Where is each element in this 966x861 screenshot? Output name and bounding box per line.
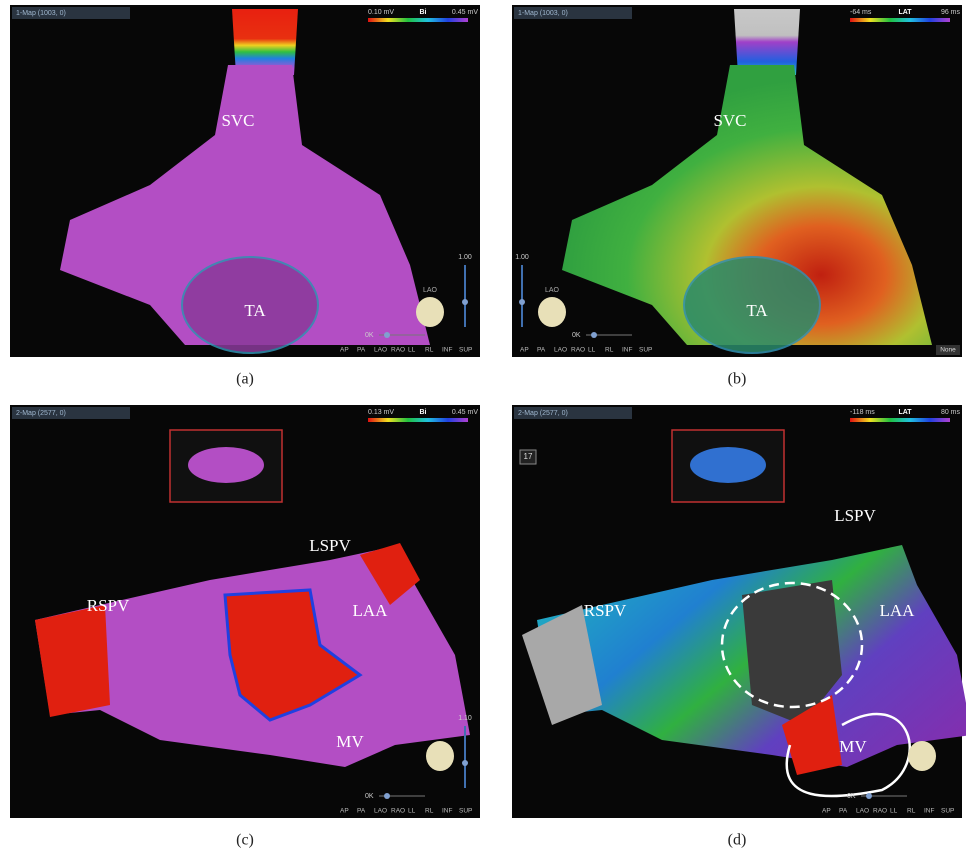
zoom-knob	[519, 299, 525, 305]
view-button[interactable]: LL	[890, 808, 898, 815]
view-button[interactable]: AP	[822, 808, 831, 815]
anatomy-label: LSPV	[309, 536, 351, 555]
map-name: 1-Map (1003, 0)	[16, 10, 66, 17]
scale-min: 0.10 mV	[368, 9, 394, 16]
anatomy-label: LAA	[880, 601, 916, 620]
view-button[interactable]: LAO	[374, 347, 387, 354]
view-button[interactable]: PA	[357, 808, 366, 815]
ok-label: 0K	[847, 793, 856, 800]
scale-max: 80 ms	[941, 409, 961, 416]
view-button[interactable]: LAO	[554, 347, 567, 354]
anatomy-label: LSPV	[834, 506, 876, 525]
view-button[interactable]: INF	[442, 808, 453, 815]
panel-label: (c)	[236, 832, 254, 849]
anatomy-label: RSPV	[87, 596, 130, 615]
opacity-knob	[866, 793, 872, 799]
map-name: 1-Map (1003, 0)	[518, 10, 568, 17]
view-button[interactable]: SUP	[459, 808, 472, 815]
heart-icon	[908, 741, 936, 771]
anatomy-label: SVC	[713, 111, 746, 130]
opacity-knob	[591, 332, 597, 338]
heart-icon	[416, 297, 444, 327]
view-button[interactable]: RL	[425, 347, 434, 354]
view-button[interactable]: INF	[442, 347, 453, 354]
figure: SVC TA 1-Map (1003, 0) 0.10 mV Bi 0.45 mV 1.00…	[0, 0, 966, 856]
panel: LSPV RSPV LAA MV 2-Map (2577, 0) -118 ms LAT 80…	[512, 405, 966, 818]
status: None	[940, 347, 956, 354]
view-button[interactable]: LAO	[856, 808, 869, 815]
anatomy-label: MV	[336, 732, 364, 751]
anatomy-label: RSPV	[584, 601, 627, 620]
view-button[interactable]: PA	[839, 808, 848, 815]
view-name: LAO	[423, 287, 438, 294]
view-button[interactable]: RAO	[391, 347, 405, 354]
panel-label: (d)	[728, 832, 747, 849]
scale-name: LAT	[898, 409, 912, 416]
view-button[interactable]: AP	[520, 347, 529, 354]
ok-label: 0K	[365, 332, 374, 339]
map-name: 2-Map (2577, 0)	[518, 410, 568, 417]
view-button[interactable]: RAO	[571, 347, 585, 354]
view-button[interactable]: RL	[425, 808, 434, 815]
panel: SVC TA 1-Map (1003, 0) 0.10 mV Bi 0.45 mV 1.00…	[10, 5, 480, 357]
heart-icon	[426, 741, 454, 771]
inset-model	[188, 447, 264, 483]
panel: SVC TA 1-Map (1003, 0) -64 ms LAT 96 ms 1.00 LA…	[512, 5, 962, 357]
ok-label: 0K	[572, 332, 581, 339]
scale-name: Bi	[420, 409, 427, 416]
counter: 17	[524, 452, 533, 461]
scale-name: LAT	[898, 9, 912, 16]
view-button[interactable]: LL	[408, 808, 416, 815]
zoom-value: 1.00	[515, 254, 529, 261]
view-button[interactable]: RL	[605, 347, 614, 354]
view-button[interactable]: SUP	[941, 808, 954, 815]
view-button[interactable]: SUP	[639, 347, 652, 354]
view-button[interactable]: LL	[588, 347, 596, 354]
opacity-knob	[384, 332, 390, 338]
anatomy-label: SVC	[221, 111, 254, 130]
view-button[interactable]: LAO	[374, 808, 387, 815]
view-button[interactable]: INF	[622, 347, 633, 354]
anatomy-label: LAA	[353, 601, 389, 620]
map-name: 2-Map (2577, 0)	[16, 410, 66, 417]
view-button[interactable]: AP	[340, 347, 349, 354]
heart-icon	[538, 297, 566, 327]
zoom-value: 1.00	[458, 254, 472, 261]
view-button[interactable]: PA	[357, 347, 366, 354]
view-name: LAO	[545, 287, 560, 294]
opacity-knob	[384, 793, 390, 799]
zoom-knob	[462, 299, 468, 305]
ok-label: 0K	[365, 793, 374, 800]
anatomy-label: MV	[839, 737, 867, 756]
scale-min: -118 ms	[850, 409, 875, 416]
scale-max: 0.45 mV	[452, 409, 478, 416]
anatomy-label: TA	[244, 301, 266, 320]
view-button[interactable]: PA	[537, 347, 546, 354]
scale-min: -64 ms	[850, 9, 872, 16]
scale-max: 0.45 mV	[452, 9, 478, 16]
inset-model	[690, 447, 766, 483]
color-scale	[850, 18, 950, 22]
view-button[interactable]: RL	[907, 808, 916, 815]
view-button[interactable]: RAO	[391, 808, 405, 815]
anatomy-label: TA	[746, 301, 768, 320]
view-button[interactable]: LL	[408, 347, 416, 354]
color-scale	[368, 418, 468, 422]
scale-min: 0.13 mV	[368, 409, 394, 416]
color-scale	[850, 418, 950, 422]
zoom-value: 1.10	[458, 715, 472, 722]
scale-name: Bi	[420, 9, 427, 16]
view-button[interactable]: RAO	[873, 808, 887, 815]
view-button[interactable]: AP	[340, 808, 349, 815]
panel: RSPV LSPV LAA MV 2-Map (2577, 0) 0.13 mV Bi 0.4…	[10, 405, 480, 818]
zoom-knob	[462, 760, 468, 766]
panel-label: (b)	[728, 371, 747, 388]
view-button[interactable]: INF	[924, 808, 935, 815]
scale-max: 96 ms	[941, 9, 961, 16]
color-scale	[368, 18, 468, 22]
panel-label: (a)	[236, 371, 254, 388]
view-button[interactable]: SUP	[459, 347, 472, 354]
